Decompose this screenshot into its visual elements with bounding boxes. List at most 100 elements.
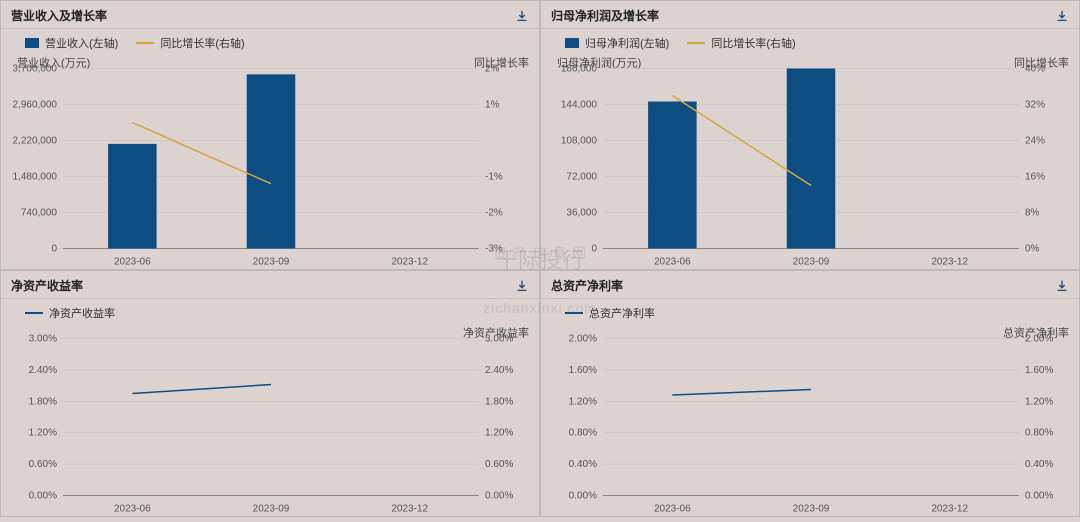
roa-chart: 总资产净利率0.00%0.40%0.80%1.20%1.60%2.00%0.00… — [541, 323, 1079, 519]
svg-text:2023-06: 2023-06 — [654, 504, 691, 515]
svg-text:2023-12: 2023-12 — [391, 257, 428, 268]
svg-text:2.00%: 2.00% — [569, 334, 597, 345]
svg-text:3.00%: 3.00% — [485, 334, 513, 345]
legend-label: 营业收入(左轴) — [45, 35, 118, 51]
svg-text:3,700,000: 3,700,000 — [13, 64, 58, 75]
svg-text:1.60%: 1.60% — [569, 365, 597, 376]
download-icon[interactable] — [515, 279, 529, 293]
legend-item-line: 同比增长率(右轴) — [687, 35, 795, 51]
revenue-chart: 营业收入(万元)同比增长率0740,0001,480,0002,220,0002… — [1, 53, 539, 272]
legend: 总资产净利率 — [541, 299, 1079, 323]
svg-text:2023-12: 2023-12 — [931, 504, 968, 515]
svg-text:0.00%: 0.00% — [1025, 491, 1053, 502]
svg-text:2.40%: 2.40% — [29, 365, 57, 376]
svg-text:1.60%: 1.60% — [1025, 365, 1053, 376]
legend-item-line: 总资产净利率 — [565, 305, 655, 321]
legend-item-bar: 归母净利润(左轴) — [565, 35, 669, 51]
chart-area: 营业收入(万元)同比增长率0740,0001,480,0002,220,0002… — [1, 53, 539, 272]
download-icon[interactable] — [1055, 9, 1069, 23]
svg-text:1.20%: 1.20% — [29, 428, 57, 439]
svg-text:2023-09: 2023-09 — [793, 257, 830, 268]
svg-text:2,960,000: 2,960,000 — [13, 100, 58, 111]
svg-text:1.20%: 1.20% — [569, 396, 597, 407]
svg-text:36,000: 36,000 — [566, 208, 597, 219]
svg-text:3.00%: 3.00% — [29, 334, 57, 345]
legend-item-line: 同比增长率(右轴) — [136, 35, 244, 51]
netprofit-chart: 归母净利润(万元)同比增长率036,00072,000108,000144,00… — [541, 53, 1079, 272]
svg-text:1.80%: 1.80% — [485, 396, 513, 407]
svg-text:740,000: 740,000 — [21, 208, 58, 219]
panel-revenue: 营业收入及增长率 营业收入(左轴) 同比增长率(右轴) 营业收入(万元)同比增长… — [0, 0, 540, 270]
svg-text:2,220,000: 2,220,000 — [13, 136, 58, 147]
svg-text:2.40%: 2.40% — [485, 365, 513, 376]
svg-text:2023-06: 2023-06 — [114, 504, 151, 515]
panel-roa: 总资产净利率 总资产净利率 总资产净利率0.00%0.40%0.80%1.20%… — [540, 270, 1080, 517]
svg-text:1%: 1% — [485, 100, 500, 111]
legend: 归母净利润(左轴) 同比增长率(右轴) — [541, 29, 1079, 53]
panel-header: 净资产收益率 — [1, 271, 539, 299]
svg-text:-1%: -1% — [485, 172, 503, 183]
svg-text:2023-06: 2023-06 — [114, 257, 151, 268]
svg-text:8%: 8% — [1025, 208, 1040, 219]
panel-title: 净资产收益率 — [11, 277, 83, 294]
svg-text:2%: 2% — [485, 64, 500, 75]
panel-header: 总资产净利率 — [541, 271, 1079, 299]
svg-text:1.80%: 1.80% — [29, 396, 57, 407]
legend: 净资产收益率 — [1, 299, 539, 323]
svg-text:0.40%: 0.40% — [1025, 459, 1053, 470]
svg-text:24%: 24% — [1025, 136, 1045, 147]
panel-title: 营业收入及增长率 — [11, 7, 107, 24]
chart-area: 净资产收益率0.00%0.60%1.20%1.80%2.40%3.00%0.00… — [1, 323, 539, 519]
svg-text:0%: 0% — [1025, 244, 1040, 255]
panel-header: 归母净利润及增长率 — [541, 1, 1079, 29]
svg-text:144,000: 144,000 — [561, 100, 598, 111]
svg-text:0.60%: 0.60% — [485, 459, 513, 470]
svg-text:0.00%: 0.00% — [485, 491, 513, 502]
svg-text:-3%: -3% — [485, 244, 503, 255]
svg-text:1,480,000: 1,480,000 — [13, 172, 58, 183]
panel-header: 营业收入及增长率 — [1, 1, 539, 29]
legend-label: 同比增长率(右轴) — [160, 35, 244, 51]
legend-label: 净资产收益率 — [49, 305, 115, 321]
svg-text:2023-09: 2023-09 — [253, 257, 290, 268]
svg-text:2023-06: 2023-06 — [654, 257, 691, 268]
svg-text:16%: 16% — [1025, 172, 1045, 183]
svg-text:0.00%: 0.00% — [569, 491, 597, 502]
legend-label: 同比增长率(右轴) — [711, 35, 795, 51]
panel-title: 总资产净利率 — [551, 277, 623, 294]
svg-text:108,000: 108,000 — [561, 136, 598, 147]
svg-text:0.40%: 0.40% — [569, 459, 597, 470]
download-icon[interactable] — [1055, 279, 1069, 293]
legend-item-line: 净资产收益率 — [25, 305, 115, 321]
download-icon[interactable] — [515, 9, 529, 23]
panel-roe: 净资产收益率 净资产收益率 净资产收益率0.00%0.60%1.20%1.80%… — [0, 270, 540, 517]
svg-text:2023-09: 2023-09 — [253, 504, 290, 515]
svg-text:0: 0 — [51, 244, 57, 255]
svg-text:2023-09: 2023-09 — [793, 504, 830, 515]
chart-area: 总资产净利率0.00%0.40%0.80%1.20%1.60%2.00%0.00… — [541, 323, 1079, 519]
svg-text:-2%: -2% — [485, 208, 503, 219]
roe-chart: 净资产收益率0.00%0.60%1.20%1.80%2.40%3.00%0.00… — [1, 323, 539, 519]
chart-area: 归母净利润(万元)同比增长率036,00072,000108,000144,00… — [541, 53, 1079, 272]
svg-text:2.00%: 2.00% — [1025, 334, 1053, 345]
svg-text:72,000: 72,000 — [566, 172, 597, 183]
svg-text:0: 0 — [591, 244, 597, 255]
svg-text:同比增长率: 同比增长率 — [474, 56, 529, 70]
legend-item-bar: 营业收入(左轴) — [25, 35, 118, 51]
svg-text:180,000: 180,000 — [561, 64, 598, 75]
svg-text:1.20%: 1.20% — [1025, 396, 1053, 407]
panel-netprofit: 归母净利润及增长率 归母净利润(左轴) 同比增长率(右轴) 归母净利润(万元)同… — [540, 0, 1080, 270]
svg-text:0.60%: 0.60% — [29, 459, 57, 470]
svg-text:0.80%: 0.80% — [569, 428, 597, 439]
svg-text:0.80%: 0.80% — [1025, 428, 1053, 439]
legend: 营业收入(左轴) 同比增长率(右轴) — [1, 29, 539, 53]
svg-text:2023-12: 2023-12 — [391, 504, 428, 515]
legend-label: 总资产净利率 — [589, 305, 655, 321]
svg-text:1.20%: 1.20% — [485, 428, 513, 439]
svg-text:2023-12: 2023-12 — [931, 257, 968, 268]
legend-label: 归母净利润(左轴) — [585, 35, 669, 51]
panel-title: 归母净利润及增长率 — [551, 7, 659, 24]
svg-text:40%: 40% — [1025, 64, 1045, 75]
svg-text:0.00%: 0.00% — [29, 491, 57, 502]
svg-text:32%: 32% — [1025, 100, 1045, 111]
